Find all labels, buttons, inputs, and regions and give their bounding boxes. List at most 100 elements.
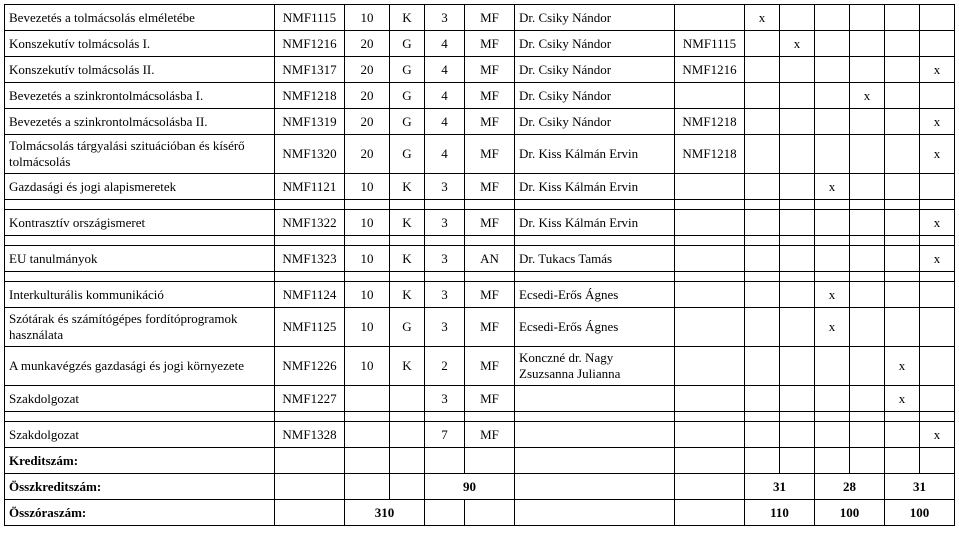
cell: [780, 83, 815, 109]
table-row: Konszekutív tolmácsolás II.NMF131720G4MF…: [5, 57, 955, 83]
cell: 4: [425, 31, 465, 57]
cell: [745, 109, 780, 135]
table-row: Bevezetés a szinkrontolmácsolásba II.NMF…: [5, 109, 955, 135]
cell: [815, 347, 850, 386]
cell: [675, 210, 745, 236]
cell: [515, 236, 675, 246]
cell: [390, 448, 425, 474]
cell: [780, 282, 815, 308]
cell: Dr. Csiky Nándor: [515, 31, 675, 57]
cell: [675, 83, 745, 109]
cell: [920, 174, 955, 200]
cell: [745, 31, 780, 57]
cell: [275, 236, 345, 246]
cell: 20: [345, 109, 390, 135]
cell: G: [390, 57, 425, 83]
cell: NMF1121: [275, 174, 345, 200]
cell: [675, 200, 745, 210]
cell: [815, 83, 850, 109]
cell: [275, 412, 345, 422]
cell: Ecsedi-Erős Ágnes: [515, 308, 675, 347]
cell: [745, 246, 780, 272]
cell: [885, 236, 920, 246]
cell: 7: [425, 422, 465, 448]
cell: [850, 246, 885, 272]
kreditszam-row: Kreditszám:: [5, 448, 955, 474]
cell: [745, 272, 780, 282]
cell: G: [390, 135, 425, 174]
cell: 4: [425, 83, 465, 109]
cell: 10: [345, 174, 390, 200]
cell: [675, 272, 745, 282]
cell: 10: [345, 246, 390, 272]
cell: [390, 412, 425, 422]
table-row: Bevezetés a szinkrontolmácsolásba I.NMF1…: [5, 83, 955, 109]
cell: AN: [465, 246, 515, 272]
cell: [425, 272, 465, 282]
cell: [815, 448, 850, 474]
course-table: Bevezetés a tolmácsolás elméletébeNMF111…: [4, 4, 955, 526]
cell: x: [815, 174, 850, 200]
cell: [390, 236, 425, 246]
cell: [885, 31, 920, 57]
table-row: [5, 412, 955, 422]
cell: [675, 500, 745, 526]
cell: 110: [745, 500, 815, 526]
cell: 10: [345, 210, 390, 236]
cell: MF: [465, 83, 515, 109]
cell: x: [780, 31, 815, 57]
cell: [515, 422, 675, 448]
cell: Bevezetés a szinkrontolmácsolásba I.: [5, 83, 275, 109]
cell: 10: [345, 5, 390, 31]
cell: [515, 474, 675, 500]
cell: Tolmácsolás tárgyalási szituációban és k…: [5, 135, 275, 174]
cell: [815, 109, 850, 135]
cell: [780, 412, 815, 422]
cell: [885, 5, 920, 31]
cell: [390, 386, 425, 412]
cell: [885, 57, 920, 83]
cell: [465, 412, 515, 422]
table-row: SzakdolgozatNMF13287MFx: [5, 422, 955, 448]
cell: [815, 272, 850, 282]
cell: [675, 5, 745, 31]
cell: [5, 412, 275, 422]
cell: NMF1227: [275, 386, 345, 412]
cell: [425, 500, 465, 526]
cell: [675, 448, 745, 474]
cell: [815, 31, 850, 57]
cell: NMF1320: [275, 135, 345, 174]
osszkreditszam-row: Összkreditszám:90312831: [5, 474, 955, 500]
cell: MF: [465, 5, 515, 31]
cell: Konczné dr. Nagy Zsuzsanna Julianna: [515, 347, 675, 386]
cell: [920, 236, 955, 246]
cell: [745, 412, 780, 422]
cell: G: [390, 109, 425, 135]
cell: [815, 246, 850, 272]
cell: K: [390, 282, 425, 308]
cell: [850, 109, 885, 135]
cell: [850, 412, 885, 422]
cell: 10: [345, 282, 390, 308]
cell: 31: [885, 474, 955, 500]
cell: MF: [465, 135, 515, 174]
cell: [850, 282, 885, 308]
cell: NMF1218: [675, 135, 745, 174]
table-row: [5, 236, 955, 246]
cell: MF: [465, 347, 515, 386]
cell: [675, 347, 745, 386]
cell: [465, 200, 515, 210]
cell: [885, 109, 920, 135]
cell: x: [920, 246, 955, 272]
cell: [465, 500, 515, 526]
cell: MF: [465, 210, 515, 236]
cell: Konszekutív tolmácsolás I.: [5, 31, 275, 57]
cell: [850, 347, 885, 386]
cell: 3: [425, 308, 465, 347]
cell: [465, 236, 515, 246]
cell: 3: [425, 5, 465, 31]
cell: 31: [745, 474, 815, 500]
cell: MF: [465, 174, 515, 200]
cell: [390, 422, 425, 448]
cell: [275, 448, 345, 474]
